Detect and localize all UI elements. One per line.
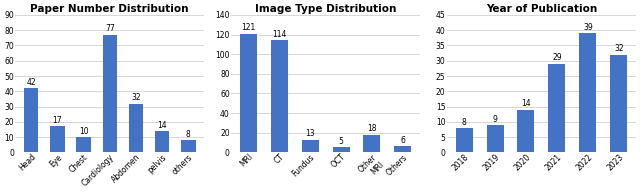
Text: 29: 29 [552,53,562,62]
Text: 32: 32 [614,44,623,53]
Title: Year of Publication: Year of Publication [486,4,597,14]
Text: 14: 14 [521,99,531,108]
Bar [76,137,91,152]
Bar [155,131,170,152]
Bar [517,110,534,152]
Bar [240,34,257,152]
Text: 5: 5 [339,137,344,146]
Text: 8: 8 [186,130,191,139]
Bar [579,33,596,152]
Bar [181,140,196,152]
Title: Paper Number Distribution: Paper Number Distribution [31,4,189,14]
Text: 17: 17 [52,116,62,125]
Text: 32: 32 [131,93,141,102]
Bar [610,55,627,152]
Bar [394,146,412,152]
Bar [129,103,143,152]
Title: Image Type Distribution: Image Type Distribution [255,4,396,14]
Bar [548,64,565,152]
Text: 14: 14 [157,121,167,130]
Text: 9: 9 [493,114,497,123]
Text: 42: 42 [26,78,36,87]
Text: 13: 13 [305,129,315,138]
Bar [486,125,504,152]
Bar [301,140,319,152]
Bar [50,126,65,152]
Text: 114: 114 [272,30,286,39]
Text: 10: 10 [79,127,88,136]
Text: 121: 121 [241,23,255,32]
Bar [333,147,349,152]
Text: 6: 6 [401,136,405,145]
Bar [24,88,38,152]
Bar [364,135,380,152]
Text: 77: 77 [105,24,115,33]
Text: 39: 39 [583,23,593,32]
Bar [271,41,287,152]
Bar [456,128,472,152]
Text: 18: 18 [367,124,377,133]
Text: 8: 8 [461,118,467,127]
Bar [102,35,117,152]
